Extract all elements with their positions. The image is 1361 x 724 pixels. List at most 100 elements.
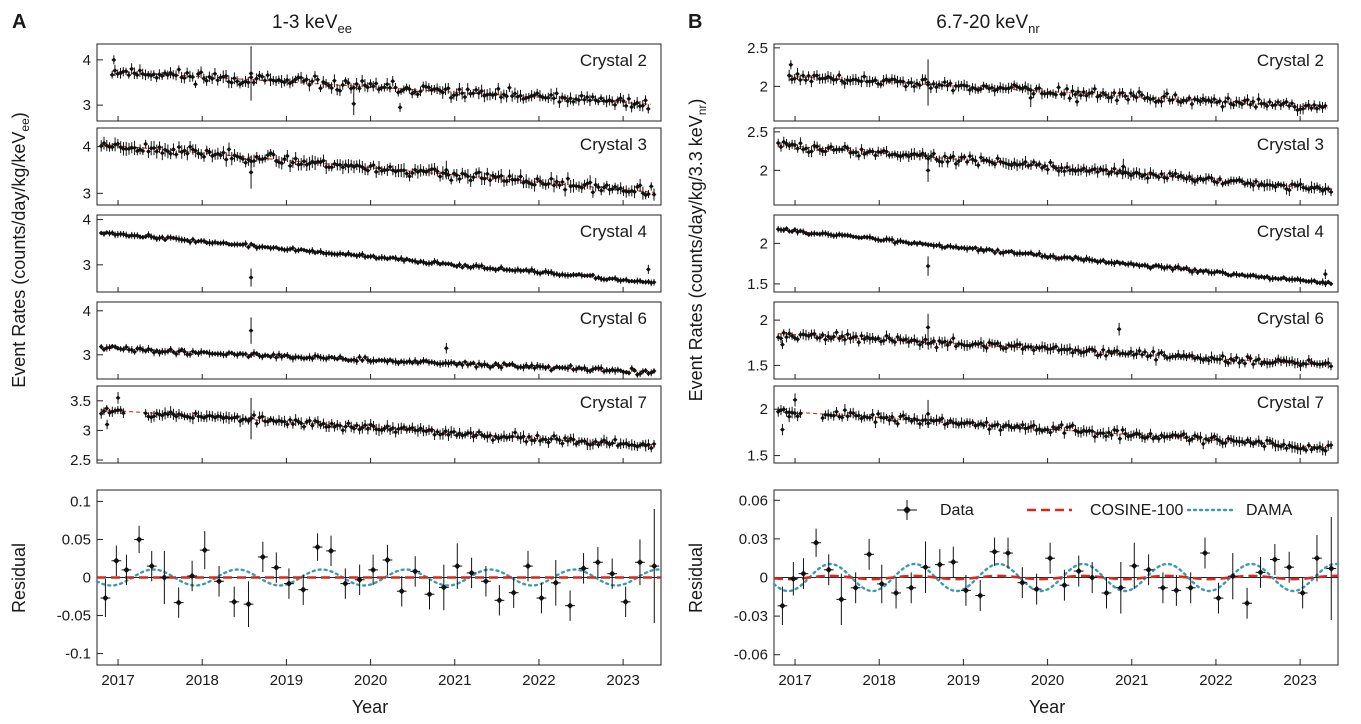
data-point-a-crystal-6 — [221, 352, 226, 358]
data-point-a-crystal-3 — [484, 171, 490, 177]
data-point-b-crystal-2 — [800, 73, 806, 78]
data-point-b-crystal-2 — [1056, 85, 1062, 90]
data-point-a-crystal-6 — [473, 364, 479, 370]
data-point-b-crystal-3 — [998, 159, 1003, 165]
data-point-a-crystal-6 — [276, 352, 282, 357]
data-point-b-crystal-6 — [1123, 351, 1128, 357]
data-point-a-crystal-2 — [576, 97, 582, 103]
data-point-a-crystal-3 — [596, 184, 601, 190]
data-point-b-crystal-7 — [1309, 447, 1314, 452]
data-point-b-crystal-2 — [1242, 98, 1248, 104]
data-point-b-crystal-2 — [1100, 90, 1106, 96]
data-point-b-crystal-7 — [1300, 445, 1306, 451]
data-point-b-crystal-6 — [1103, 353, 1109, 359]
data-point-b-crystal-2 — [1045, 91, 1050, 96]
ytick-label-b-crystal-3: 2 — [760, 162, 768, 179]
data-point-b-crystal-2 — [1097, 93, 1103, 99]
data-point-b-crystal-2 — [1264, 103, 1270, 109]
data-point-b-crystal-7 — [945, 421, 951, 426]
data-point-b-crystal-3 — [853, 149, 859, 155]
data-point-b-crystal-2 — [820, 76, 825, 81]
data-point-a-crystal-3 — [632, 189, 637, 195]
data-point-b-crystal-7 — [1039, 428, 1045, 434]
data-point-b-crystal-6 — [948, 339, 953, 345]
data-point-b-crystal-4 — [986, 247, 992, 252]
data-point-b-crystal-6 — [1325, 360, 1331, 366]
data-point-b-crystal-6 — [1003, 345, 1009, 351]
data-point-b-crystal-2 — [1297, 106, 1303, 112]
data-point-b-crystal-3 — [1328, 189, 1334, 195]
data-point-a-crystal-4 — [645, 266, 651, 272]
data-point-a-crystal-4 — [182, 237, 187, 243]
data-point-a-crystal-2 — [279, 78, 285, 84]
data-point-b-crystal-4 — [1059, 255, 1064, 261]
data-point-b-crystal-2 — [889, 76, 895, 82]
data-point-a-crystal-7 — [265, 419, 271, 425]
data-point-a-crystal-2 — [131, 70, 137, 76]
data-point-b-crystal-7 — [936, 417, 942, 423]
data-point-b-crystal-2 — [1292, 104, 1298, 110]
data-point-a-crystal-2 — [556, 99, 562, 105]
data-point-b-crystal-2 — [1031, 91, 1037, 97]
residual-point-residual-b — [1201, 549, 1209, 557]
data-point-b-crystal-3 — [1031, 159, 1037, 165]
residual-point-residual-a — [496, 597, 503, 604]
data-point-a-crystal-4 — [101, 231, 107, 237]
data-point-b-crystal-4 — [803, 230, 809, 236]
data-point-b-crystal-7 — [1184, 434, 1189, 440]
data-point-a-crystal-6 — [537, 364, 543, 370]
data-point-a-crystal-2 — [345, 80, 351, 86]
ytick-label-residual-b: -0.06 — [734, 647, 768, 664]
data-point-b-crystal-6 — [925, 324, 931, 330]
data-point-b-crystal-6 — [1211, 356, 1217, 362]
data-point-b-crystal-6 — [1250, 361, 1256, 367]
data-point-b-crystal-7 — [909, 418, 914, 424]
residual-point-residual-a — [215, 578, 223, 585]
data-point-b-crystal-6 — [1059, 347, 1064, 352]
residual-point-residual-a — [440, 584, 448, 591]
data-point-b-crystal-3 — [1314, 184, 1320, 190]
data-point-a-crystal-7 — [173, 414, 179, 419]
residual-point-residual-b — [950, 558, 957, 566]
data-point-b-crystal-6 — [1242, 361, 1248, 366]
data-point-a-crystal-7 — [557, 437, 562, 443]
data-point-a-crystal-7 — [282, 419, 287, 425]
data-point-a-crystal-3 — [159, 150, 165, 156]
data-point-a-crystal-3 — [193, 148, 199, 154]
data-point-a-crystal-6 — [409, 360, 415, 366]
data-point-b-crystal-7 — [850, 410, 856, 416]
data-point-b-crystal-2 — [942, 79, 948, 85]
data-point-b-crystal-2 — [967, 87, 973, 93]
data-point-a-crystal-2 — [398, 88, 404, 94]
data-point-a-crystal-7 — [279, 419, 285, 424]
cosine-curve-residual-b — [773, 574, 1339, 581]
data-point-b-crystal-2 — [953, 83, 959, 89]
data-point-a-crystal-4 — [237, 242, 243, 247]
data-point-a-crystal-7 — [226, 415, 232, 421]
data-point-b-crystal-3 — [1056, 168, 1062, 174]
residual-point-residual-b — [838, 596, 845, 603]
data-point-b-crystal-4 — [1164, 264, 1170, 270]
data-point-b-crystal-2 — [1311, 102, 1317, 108]
data-point-b-crystal-7 — [1009, 425, 1014, 430]
data-point-b-crystal-4 — [1175, 264, 1181, 270]
data-point-a-crystal-3 — [518, 174, 524, 179]
data-point-b-crystal-6 — [1025, 344, 1031, 350]
data-point-a-crystal-2 — [351, 85, 357, 91]
data-point-b-crystal-3 — [1323, 186, 1328, 192]
data-point-a-crystal-7 — [593, 439, 599, 445]
data-point-a-crystal-7 — [301, 424, 307, 430]
data-point-a-crystal-4 — [423, 261, 429, 266]
data-point-a-crystal-2 — [179, 74, 184, 80]
data-point-b-crystal-6 — [1125, 351, 1131, 357]
data-point-b-crystal-7 — [1292, 444, 1298, 450]
data-point-a-crystal-4 — [459, 264, 465, 270]
data-point-a-crystal-7 — [646, 442, 651, 448]
data-point-a-crystal-4 — [168, 235, 174, 240]
data-point-a-crystal-4 — [473, 262, 479, 268]
data-point-b-crystal-3 — [1009, 162, 1014, 168]
data-point-b-crystal-3 — [1045, 167, 1051, 172]
data-point-b-crystal-2 — [1064, 86, 1070, 92]
data-point-a-crystal-3 — [334, 162, 340, 168]
data-point-a-crystal-7 — [321, 421, 326, 427]
